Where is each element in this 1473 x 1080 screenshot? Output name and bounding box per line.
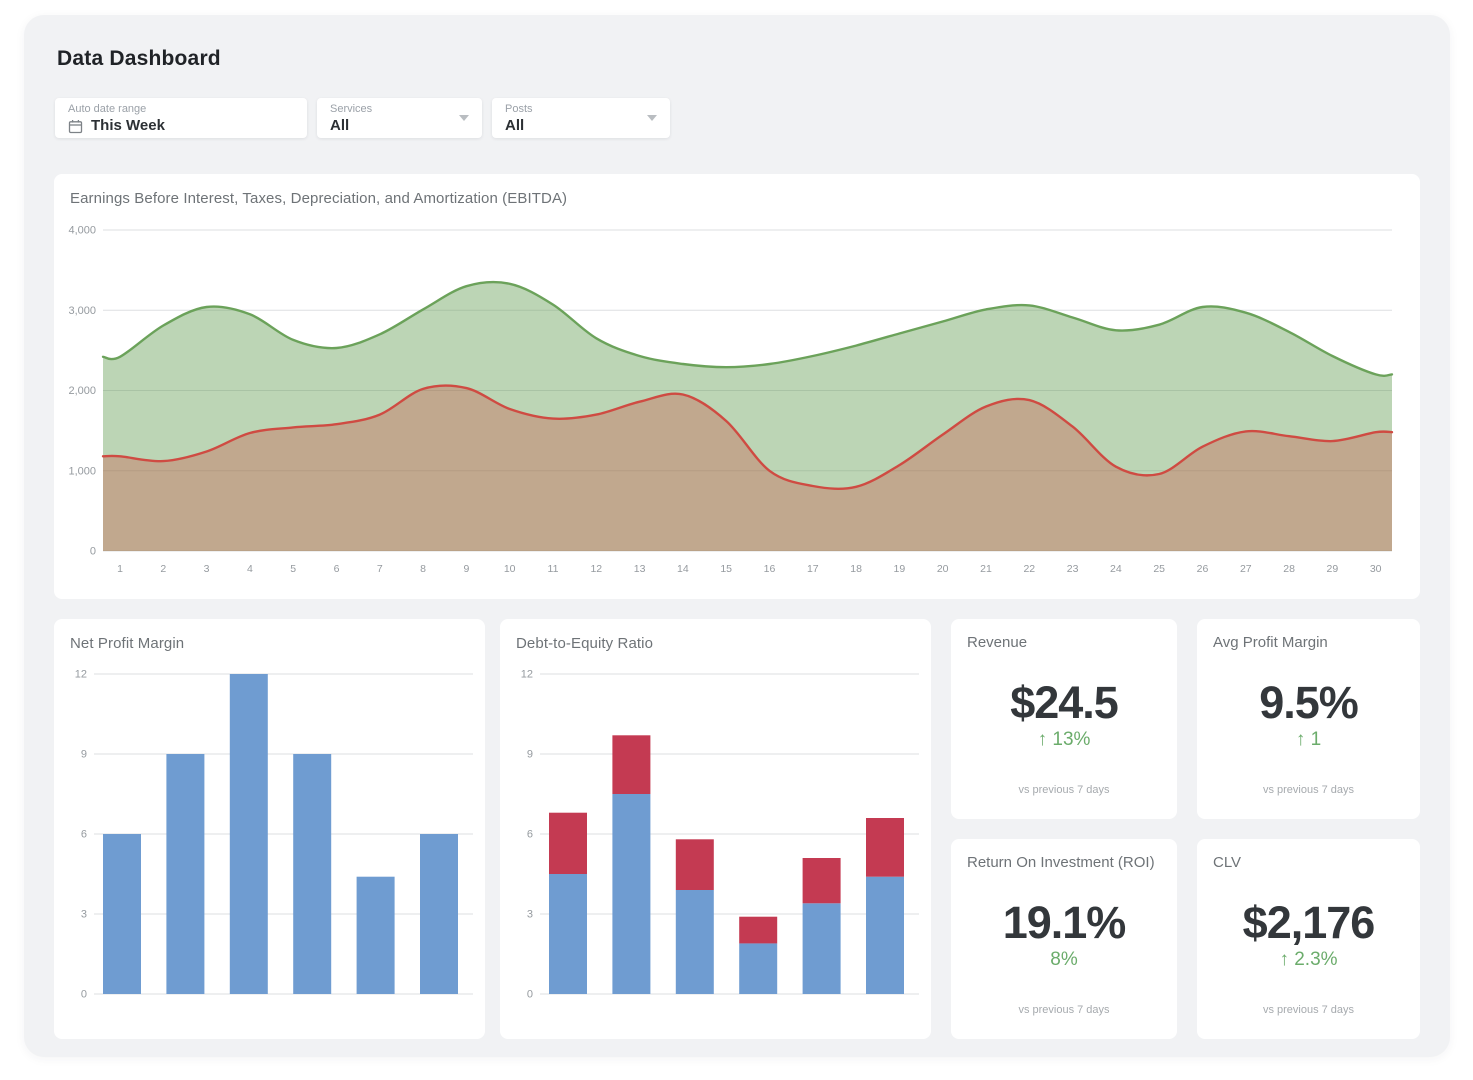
svg-text:6: 6: [81, 829, 87, 841]
kpi-value: $24.5: [1010, 677, 1119, 728]
dashboard-panel: Data Dashboard Auto date range This Week…: [24, 15, 1450, 1057]
svg-text:11: 11: [548, 563, 559, 575]
posts-label: Posts: [505, 103, 533, 115]
kpi-card-revenue: Revenue $24.5 ↑ 13% vs previous 7 days: [951, 619, 1177, 819]
svg-text:10: 10: [504, 563, 516, 575]
net-profit-margin-bar-chart: 0 3 6 9 12: [75, 669, 473, 1001]
services-value: All: [330, 117, 350, 134]
kpi-delta: ↑ 13%: [1037, 729, 1091, 751]
kpi-delta: 8%: [1050, 949, 1078, 971]
kpi-note: vs previous 7 days: [1018, 1004, 1110, 1016]
calendar-icon: [68, 119, 83, 133]
svg-text:25: 25: [1153, 563, 1165, 575]
chevron-down-icon: [647, 115, 657, 121]
svg-text:3: 3: [81, 909, 87, 921]
second-row: Net Profit Margin 0 3 6 9 12 Debt-to-Equity …: [54, 619, 1420, 1039]
svg-text:16: 16: [764, 563, 776, 575]
svg-text:29: 29: [1327, 563, 1339, 575]
svg-text:12: 12: [521, 669, 533, 681]
date-range-value: This Week: [91, 117, 165, 134]
svg-text:9: 9: [527, 749, 533, 761]
svg-text:7: 7: [377, 563, 383, 575]
svg-text:27: 27: [1240, 563, 1252, 575]
date-range-label: Auto date range: [68, 103, 147, 115]
svg-text:30: 30: [1370, 563, 1382, 575]
kpi-note: vs previous 7 days: [1018, 784, 1110, 796]
svg-text:19: 19: [894, 563, 906, 575]
kpi-note: vs previous 7 days: [1262, 1004, 1355, 1016]
svg-text:13: 13: [634, 563, 646, 575]
kpi-title: Revenue: [967, 634, 1028, 651]
svg-text:26: 26: [1197, 563, 1209, 575]
svg-text:6: 6: [527, 829, 533, 841]
kpi-note: vs previous 7 days: [1262, 784, 1355, 796]
posts-filter[interactable]: Posts All: [492, 98, 670, 138]
kpi-grid: Revenue $24.5 ↑ 13% vs previous 7 days A…: [951, 619, 1420, 1039]
kpi-title: Avg Profit Margin: [1213, 634, 1328, 651]
debt-to-equity-title: Debt-to-Equity Ratio: [516, 635, 654, 652]
kpi-card-clv: CLV $2,176 ↑ 2.3% vs previous 7 days: [1197, 839, 1420, 1039]
svg-text:3: 3: [204, 563, 210, 575]
svg-text:6: 6: [334, 563, 340, 575]
svg-text:22: 22: [1023, 563, 1035, 575]
kpi-title: CLV: [1213, 854, 1242, 871]
net-profit-margin-card: Net Profit Margin 0 3 6 9 12: [54, 619, 485, 1039]
svg-text:28: 28: [1283, 563, 1295, 575]
svg-text:20: 20: [937, 563, 949, 575]
chevron-down-icon: [459, 115, 469, 121]
svg-text:1: 1: [117, 563, 123, 575]
debt-to-equity-card: Debt-to-Equity Ratio 0 3 6 9 12: [500, 619, 931, 1039]
kpi-card-roi: Return On Investment (ROI) 19.1% 8% vs p…: [951, 839, 1177, 1039]
svg-text:4: 4: [247, 563, 253, 575]
svg-text:4,000: 4,000: [68, 225, 96, 237]
svg-text:9: 9: [81, 749, 87, 761]
svg-text:12: 12: [75, 669, 87, 681]
date-range-filter[interactable]: Auto date range This Week: [55, 98, 307, 138]
kpi-title: Return On Investment (ROI): [967, 854, 1155, 871]
svg-text:1,000: 1,000: [68, 465, 96, 477]
svg-text:21: 21: [980, 563, 992, 575]
kpi-value: 9.5%: [1259, 677, 1359, 728]
kpi-delta: ↑ 1: [1295, 729, 1322, 751]
svg-text:15: 15: [720, 563, 732, 575]
kpi-card-avg-profit-margin: Avg Profit Margin 9.5% ↑ 1 vs previous 7…: [1197, 619, 1420, 819]
debt-to-equity-bar-chart: 0 3 6 9 12: [521, 669, 919, 1001]
svg-text:18: 18: [850, 563, 862, 575]
svg-text:14: 14: [677, 563, 689, 575]
svg-text:0: 0: [81, 989, 87, 1001]
svg-text:3: 3: [527, 909, 533, 921]
svg-text:5: 5: [290, 563, 296, 575]
svg-text:2: 2: [160, 563, 166, 575]
svg-text:23: 23: [1067, 563, 1079, 575]
services-filter[interactable]: Services All: [317, 98, 482, 138]
svg-text:9: 9: [463, 563, 469, 575]
page-title: Data Dashboard: [57, 47, 221, 70]
ebitda-card: Earnings Before Interest, Taxes, Depreci…: [54, 174, 1420, 599]
svg-text:17: 17: [807, 563, 819, 575]
svg-text:0: 0: [90, 546, 96, 558]
svg-text:12: 12: [590, 563, 602, 575]
net-profit-margin-title: Net Profit Margin: [70, 635, 185, 652]
posts-value: All: [505, 117, 525, 134]
kpi-value: $2,176: [1242, 897, 1376, 948]
svg-text:24: 24: [1110, 563, 1122, 575]
filters-row: Auto date range This Week Services All P…: [55, 98, 1420, 138]
svg-text:3,000: 3,000: [68, 305, 96, 317]
svg-text:0: 0: [527, 989, 533, 1001]
services-label: Services: [330, 103, 373, 115]
svg-text:2,000: 2,000: [68, 385, 96, 397]
ebitda-chart-title: Earnings Before Interest, Taxes, Depreci…: [70, 190, 568, 207]
svg-text:8: 8: [420, 563, 426, 575]
kpi-value: 19.1%: [1002, 897, 1127, 948]
kpi-delta: ↑ 2.3%: [1279, 949, 1338, 971]
